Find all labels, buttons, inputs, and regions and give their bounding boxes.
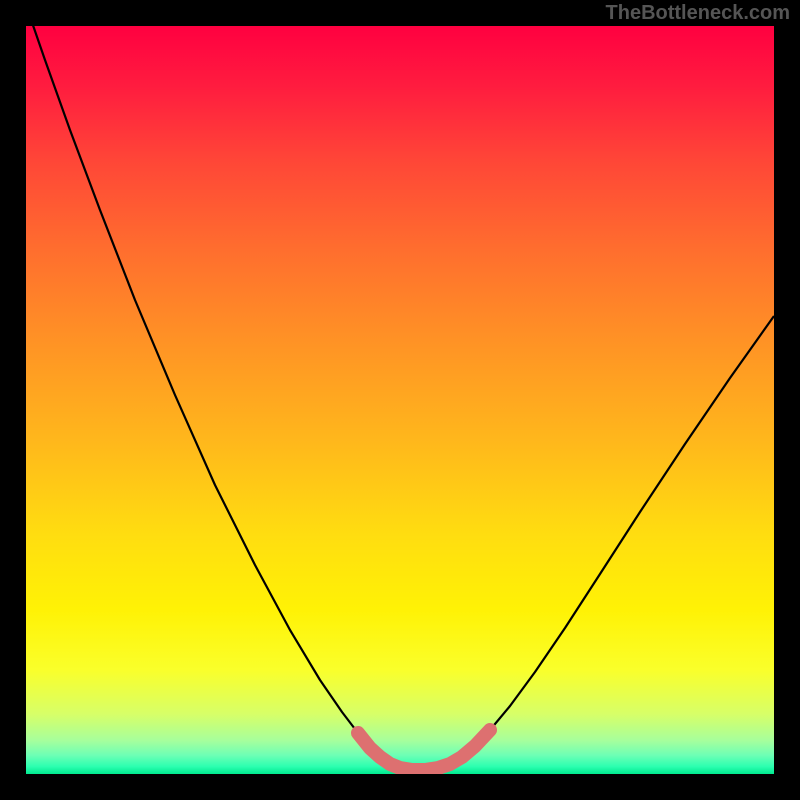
chart-svg xyxy=(0,0,800,800)
gradient-background xyxy=(26,26,774,774)
watermark-text: TheBottleneck.com xyxy=(606,2,790,25)
chart-canvas: TheBottleneck.com xyxy=(0,0,800,800)
